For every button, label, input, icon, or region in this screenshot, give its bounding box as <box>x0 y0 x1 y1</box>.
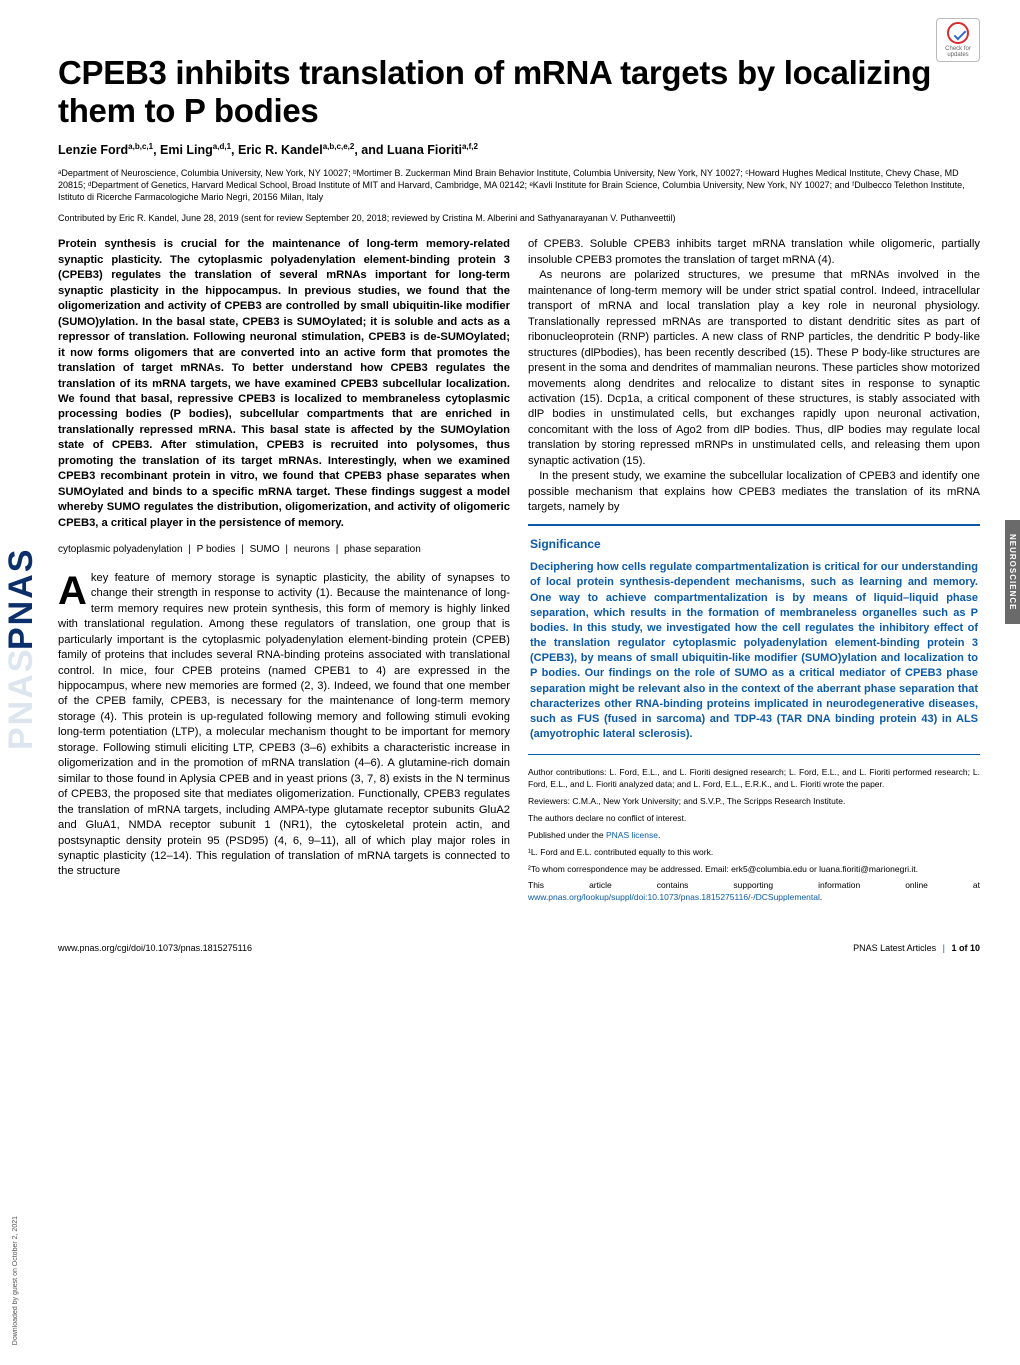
download-note: Downloaded by guest on October 2, 2021 <box>12 1216 19 1345</box>
si-link[interactable]: www.pnas.org/lookup/suppl/doi:10.1073/pn… <box>528 892 820 902</box>
column-left: Protein synthesis is crucial for the mai… <box>58 237 510 909</box>
correspondence: ²To whom correspondence may be addressed… <box>528 864 980 876</box>
author-contributions: Author contributions: L. Ford, E.L., and… <box>528 767 980 791</box>
footer-label: PNAS Latest Articles <box>853 943 936 953</box>
affiliations: ᵃDepartment of Neuroscience, Columbia Un… <box>58 167 980 203</box>
body-text-col1: key feature of memory storage is synapti… <box>58 572 510 878</box>
equal-contribution: ¹L. Ford and E.L. contributed equally to… <box>528 847 980 859</box>
abstract: Protein synthesis is crucial for the mai… <box>58 237 510 531</box>
two-column-body: Protein synthesis is crucial for the mai… <box>58 237 980 909</box>
supporting-info: This article contains supporting informa… <box>528 880 980 904</box>
reviewers: Reviewers: C.M.A., New York University; … <box>528 796 980 808</box>
significance-title: Significance <box>530 536 978 553</box>
author-list: Lenzie Forda,b,c,1, Emi Linga,d,1, Eric … <box>58 142 980 157</box>
crossmark-badge[interactable]: Check for updates <box>936 18 980 62</box>
license-suffix: . <box>658 830 660 840</box>
page-root: PNAS PNAS Downloaded by guest on October… <box>0 0 1020 1365</box>
footer-doi: www.pnas.org/cgi/doi/10.1073/pnas.181527… <box>58 943 252 953</box>
crossmark-text2: updates <box>947 52 968 58</box>
page-footer: www.pnas.org/cgi/doi/10.1073/pnas.181527… <box>58 937 980 953</box>
left-rail: PNAS PNAS Downloaded by guest on October… <box>0 0 38 1365</box>
significance-box: Significance Deciphering how cells regul… <box>528 524 980 756</box>
pnas-logo-vertical: PNAS <box>2 50 36 650</box>
category-tab: NEUROSCIENCE <box>1005 520 1020 624</box>
significance-text: Deciphering how cells regulate compartme… <box>530 560 978 742</box>
license-link[interactable]: PNAS license <box>606 830 658 840</box>
dropcap: A <box>58 571 91 608</box>
keywords: cytoplasmic polyadenylation | P bodies |… <box>58 543 510 557</box>
license-line: Published under the PNAS license. <box>528 830 980 842</box>
column-right: of CPEB3. Soluble CPEB3 inhibits target … <box>528 237 980 909</box>
body-text-col2-top: of CPEB3. Soluble CPEB3 inhibits target … <box>528 237 980 515</box>
body-paragraph-1: A key feature of memory storage is synap… <box>58 571 510 880</box>
footer-right: PNAS Latest Articles | 1 of 10 <box>849 943 980 953</box>
crossmark-icon <box>947 22 969 44</box>
license-prefix: Published under the <box>528 830 606 840</box>
si-suffix: . <box>820 892 822 902</box>
article-title: CPEB3 inhibits translation of mRNA targe… <box>58 54 980 130</box>
si-prefix: This article contains supporting informa… <box>528 880 980 890</box>
conflict: The authors declare no conflict of inter… <box>528 813 980 825</box>
footer-sep: | <box>943 943 945 953</box>
footnotes: Author contributions: L. Ford, E.L., and… <box>528 767 980 904</box>
footer-page: 1 of 10 <box>951 943 980 953</box>
content-area: Check for updates NEUROSCIENCE CPEB3 inh… <box>38 0 1020 1365</box>
contributed-line: Contributed by Eric R. Kandel, June 28, … <box>58 213 980 223</box>
